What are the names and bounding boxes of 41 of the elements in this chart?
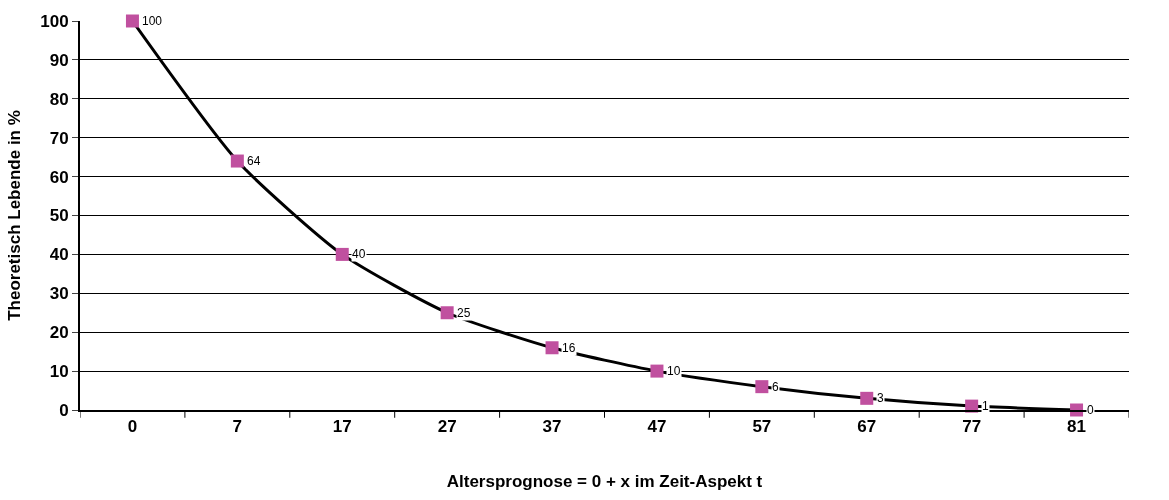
data-label: 16: [562, 341, 576, 355]
point: [335, 247, 349, 261]
point: [440, 306, 454, 320]
point: [860, 391, 874, 405]
y-tick-label: 100: [40, 11, 69, 31]
x-tick-label: 77: [962, 417, 982, 437]
x-tick-label: 7: [232, 417, 243, 437]
x-tick-label: 81: [1067, 417, 1087, 437]
data-label: 1: [982, 399, 989, 413]
data-label: 100: [142, 14, 163, 28]
y-axis-title: Theoretisch Lebende in %: [5, 110, 25, 321]
x-tick-label: 47: [647, 417, 667, 437]
x-tick-label: 67: [857, 417, 877, 437]
y-tick-label: 10: [49, 362, 69, 382]
point: [125, 14, 139, 28]
data-label: 6: [772, 380, 779, 394]
data-label: 25: [457, 306, 471, 320]
y-tick-label: 20: [49, 323, 69, 343]
x-tick-label: 0: [127, 417, 138, 437]
y-tick-label: 50: [49, 206, 69, 226]
data-label: 0: [1087, 403, 1094, 417]
data-label: 3: [877, 391, 884, 405]
y-tick-label: 80: [49, 89, 69, 109]
x-axis-title: Altersprognose = 0 + x im Zeit-Aspekt t: [446, 472, 763, 492]
y-tick-label: 30: [49, 284, 69, 304]
point: [650, 364, 664, 378]
point: [755, 380, 769, 394]
point: [545, 341, 559, 355]
data-label: 10: [667, 364, 681, 378]
x-tick-label: 27: [437, 417, 457, 437]
y-tick-label: 0: [59, 400, 69, 420]
y-tick-label: 70: [49, 128, 69, 148]
data-label: 64: [247, 154, 261, 168]
x-tick-label: 17: [332, 417, 352, 437]
y-tick-label: 40: [49, 245, 69, 265]
x-tick-label: 57: [752, 417, 772, 437]
data-label: 40: [352, 247, 366, 261]
point: [230, 154, 244, 168]
y-tick-label: 90: [49, 50, 69, 70]
y-tick-label: 60: [49, 167, 69, 187]
x-tick-label: 37: [542, 417, 562, 437]
